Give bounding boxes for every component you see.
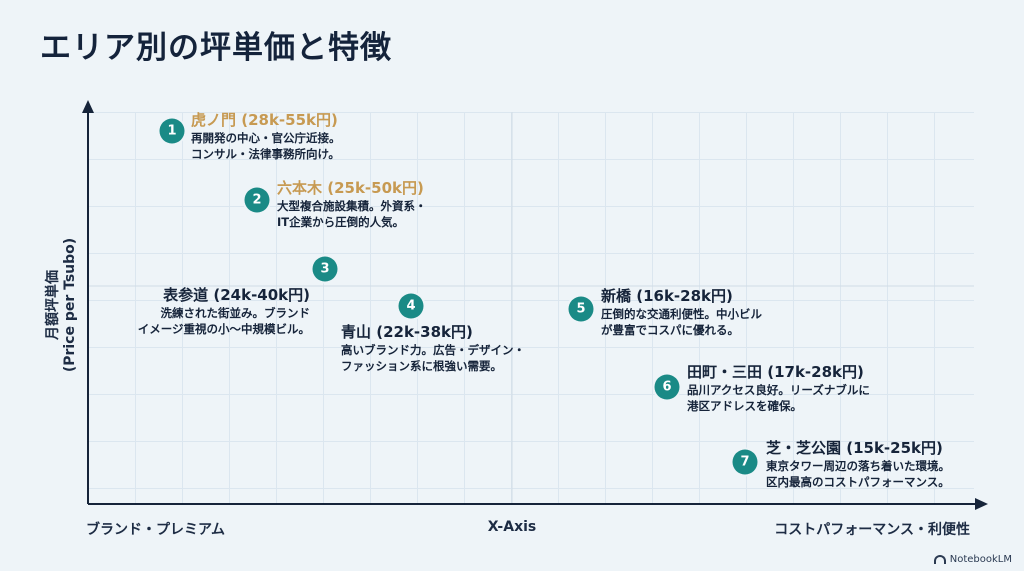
footer-brand: NotebookLM xyxy=(949,554,1012,565)
notebooklm-logo-icon xyxy=(933,555,946,564)
x-tick-left: ブランド・プレミアム xyxy=(86,522,226,538)
point-desc-1-1: 再開発の中心・官公庁近接。 xyxy=(191,131,341,145)
point-desc-5-2: が豊富でコスパに優れる。 xyxy=(601,323,739,337)
plot-grid xyxy=(88,112,974,504)
point-name-6: 田町・三田 (17k-28k円) xyxy=(687,363,864,381)
x-axis-arrow-icon xyxy=(975,498,988,510)
point-annotation-2: 六本木 (25k-50k円) 大型複合施設集積。外資系・ IT企業から圧倒的人気。 xyxy=(277,178,427,230)
point-marker-7: 7 xyxy=(732,449,758,475)
page-title: エリア別の坪単価と特徴 xyxy=(40,30,392,66)
point-name-1: 虎ノ門 (28k-55k円) xyxy=(191,111,338,129)
footer: NotebookLM xyxy=(933,554,1012,565)
point-desc-6-2: 港区アドレスを確保。 xyxy=(687,399,802,413)
y-axis-label-line1: 月額坪単価 xyxy=(45,270,61,341)
point-desc-2-2: IT企業から圧倒的人気。 xyxy=(277,215,405,229)
point-marker-4: 4 xyxy=(398,293,424,319)
point-desc-4-1: 高いブランド力。広告・デザイン・ xyxy=(341,343,525,357)
point-annotation-7: 芝・芝公園 (15k-25k円) 東京タワー周辺の落ち着いた環境。 区内最高のコスト… xyxy=(766,438,950,490)
point-annotation-1: 虎ノ門 (28k-55k円) 再開発の中心・官公庁近接。 コンサル・法律事務所向け。 xyxy=(191,110,341,162)
point-marker-5: 5 xyxy=(568,296,594,322)
point-name-3: 表参道 (24k-40k円) xyxy=(163,286,310,304)
point-marker-3: 3 xyxy=(312,256,338,282)
point-desc-3-2: イメージ重視の小〜中規模ビル。 xyxy=(137,322,310,336)
point-marker-6: 6 xyxy=(654,374,680,400)
point-desc-7-2: 区内最高のコストパフォーマンス。 xyxy=(766,475,950,489)
point-desc-5-1: 圧倒的な交通利便性。中小ビル xyxy=(601,307,762,321)
point-annotation-4: 青山 (22k-38k円) 高いブランド力。広告・デザイン・ ファッション系に根強い… xyxy=(341,322,525,374)
y-axis-label: 月額坪単価 (Price per Tsubo) xyxy=(45,238,79,372)
y-axis-label-line2: (Price per Tsubo) xyxy=(62,237,78,373)
point-desc-1-2: コンサル・法律事務所向け。 xyxy=(191,147,340,161)
point-marker-2: 2 xyxy=(244,187,270,213)
point-name-5: 新橋 (16k-28k円) xyxy=(601,287,733,305)
point-name-7: 芝・芝公園 (15k-25k円) xyxy=(766,439,943,457)
point-desc-3-1: 洗練された街並み。ブランド xyxy=(160,306,311,320)
point-desc-7-1: 東京タワー周辺の落ち着いた環境。 xyxy=(766,459,950,473)
x-tick-right: コストパフォーマンス・利便性 xyxy=(774,522,970,538)
point-name-2: 六本木 (25k-50k円) xyxy=(277,179,424,197)
y-axis-arrow-icon xyxy=(82,100,94,113)
x-axis-label: X-Axis xyxy=(487,519,537,535)
point-annotation-5: 新橋 (16k-28k円) 圧倒的な交通利便性。中小ビル が豊富でコスパに優れる。 xyxy=(601,286,762,338)
point-annotation-3: 表参道 (24k-40k円) 洗練された街並み。ブランドイメージ重視の小〜中規模ビ… xyxy=(138,285,310,337)
point-marker-1: 1 xyxy=(159,118,185,144)
point-desc-4-2: ファッション系に根強い需要。 xyxy=(341,359,502,373)
point-desc-6-1: 品川アクセス良好。リーズナブルに xyxy=(687,383,870,397)
point-name-4: 青山 (22k-38k円) xyxy=(341,323,473,341)
point-desc-2-1: 大型複合施設集積。外資系・ xyxy=(277,199,427,213)
point-annotation-6: 田町・三田 (17k-28k円) 品川アクセス良好。リーズナブルに 港区アドレスを確… xyxy=(687,362,870,414)
